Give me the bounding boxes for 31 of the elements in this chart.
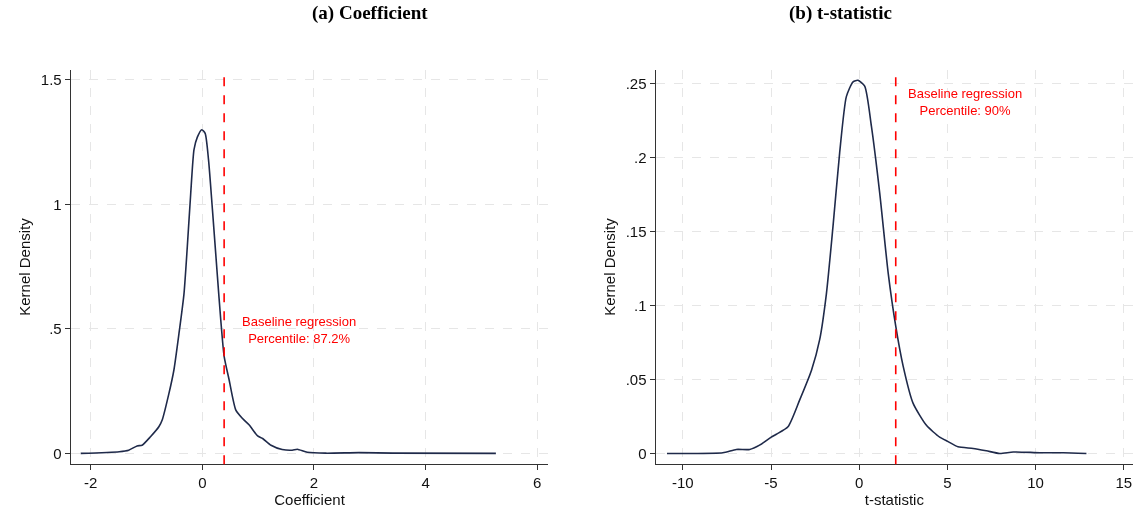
y-tick-label: .05 [625, 370, 647, 388]
y-tick-label: .15 [625, 222, 647, 240]
x-axis-title: Coefficient [274, 491, 346, 509]
x-tick-label: 2 [309, 474, 319, 492]
y-tick-label: 1.5 [40, 71, 62, 89]
x-tick-label: 4 [421, 474, 430, 492]
x-tick-label: 6 [533, 474, 542, 492]
x-tick-label: 0 [855, 474, 864, 492]
y-tick-label: .1 [633, 296, 647, 314]
y-tick-label: .5 [49, 320, 62, 338]
x-tick-label: -10 [672, 474, 694, 492]
y-axis-title: Kernel Density [600, 217, 618, 316]
x-tick-label: -5 [764, 474, 778, 492]
x-axis-title: t-statistic [864, 491, 925, 509]
chart-title: (a) Coefficient [312, 2, 429, 24]
y-tick-label: .2 [633, 148, 647, 166]
line-series [666, 79, 1088, 455]
x-tick-label: -2 [84, 474, 98, 492]
y-tick-label: 0 [638, 444, 647, 462]
line-series [79, 128, 497, 455]
x-tick-label: 0 [198, 474, 207, 492]
annotation: Baseline regression Percentile: 87.2% [242, 314, 357, 346]
x-tick-label: 10 [1027, 474, 1044, 492]
chart-title: (b) t-statistic [789, 2, 892, 24]
annotation: Baseline regression Percentile: 90% [908, 86, 1023, 118]
y-tick-label: 0 [53, 444, 62, 462]
x-tick-label: 5 [943, 474, 952, 492]
y-tick-label: 1 [53, 195, 62, 213]
y-tick-label: .25 [625, 74, 647, 92]
x-tick-label: 15 [1115, 474, 1133, 492]
y-axis-title: Kernel Density [16, 217, 34, 316]
